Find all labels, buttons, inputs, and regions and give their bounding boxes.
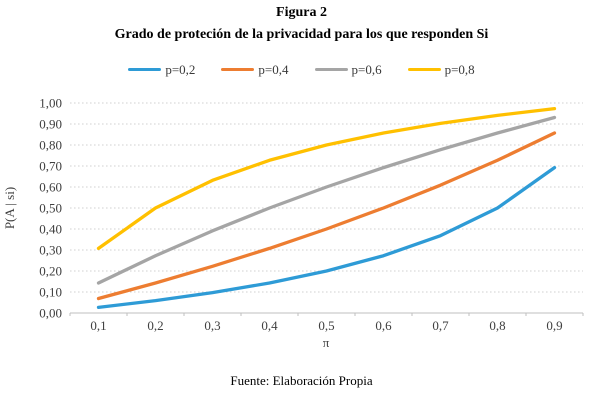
series-line-p=0,6 (96, 115, 557, 285)
legend-label: p=0,4 (258, 62, 289, 77)
x-tick-label: 0,9 (546, 318, 562, 333)
legend-label: p=0,6 (351, 62, 382, 77)
legend-label: p=0,8 (444, 62, 475, 77)
x-tick-label: 0,2 (147, 318, 163, 333)
x-tick-label: 0,5 (318, 318, 334, 333)
y-tick-label: 0,70 (39, 159, 62, 174)
figure-subtitle: Grado de proteción de la privacidad para… (114, 27, 489, 42)
series-lines-layer (96, 107, 557, 309)
y-tick-label: 0,90 (39, 117, 62, 132)
gridlines-layer (70, 102, 583, 314)
y-tick-label: 0,20 (39, 264, 62, 279)
legend-item-p06: p=0,6 (314, 62, 382, 77)
legend-line-swatch-blue (128, 68, 162, 71)
legend-label: p=0,2 (165, 62, 196, 77)
y-axis-title: P(A | si) (2, 187, 17, 229)
legend-item-p04: p=0,4 (221, 62, 289, 77)
y-tick-label: 0,00 (39, 306, 62, 321)
x-tick-label: 0,7 (432, 318, 449, 333)
axis-ticks-layer (69, 313, 584, 316)
chart-legend: p=0,2 p=0,4 p=0,6 p=0,8 (0, 63, 603, 76)
y-tick-label: 0,30 (39, 243, 62, 258)
legend-item-p08: p=0,8 (407, 62, 475, 77)
x-tick-label: 0,6 (375, 318, 392, 333)
legend-line-swatch-gray (314, 68, 348, 71)
y-tick-label: 0,60 (39, 180, 62, 195)
legend-line-swatch-yellow (407, 68, 441, 71)
figure-title: Figura 2 (276, 5, 327, 20)
x-tick-label: 0,4 (261, 318, 278, 333)
series-line-p=0,4 (96, 131, 557, 301)
y-tick-label: 0,10 (39, 285, 62, 300)
y-tick-label: 0,40 (39, 222, 62, 237)
source-note: Fuente: Elaboración Propia (230, 373, 373, 388)
x-axis-title: π (323, 335, 330, 350)
x-tick-label: 0,8 (489, 318, 505, 333)
axis-labels-layer: 0,000,100,200,300,400,500,600,700,800,90… (39, 96, 562, 334)
y-tick-label: 1,00 (39, 96, 62, 111)
series-line-p=0,8 (96, 107, 557, 251)
legend-line-swatch-orange (221, 68, 255, 71)
x-tick-label: 0,1 (90, 318, 106, 333)
legend-item-p02: p=0,2 (128, 63, 195, 76)
series-line-p=0,2 (96, 165, 557, 309)
y-tick-label: 0,50 (39, 201, 62, 216)
x-tick-label: 0,3 (204, 318, 220, 333)
y-tick-label: 0,80 (39, 138, 62, 153)
